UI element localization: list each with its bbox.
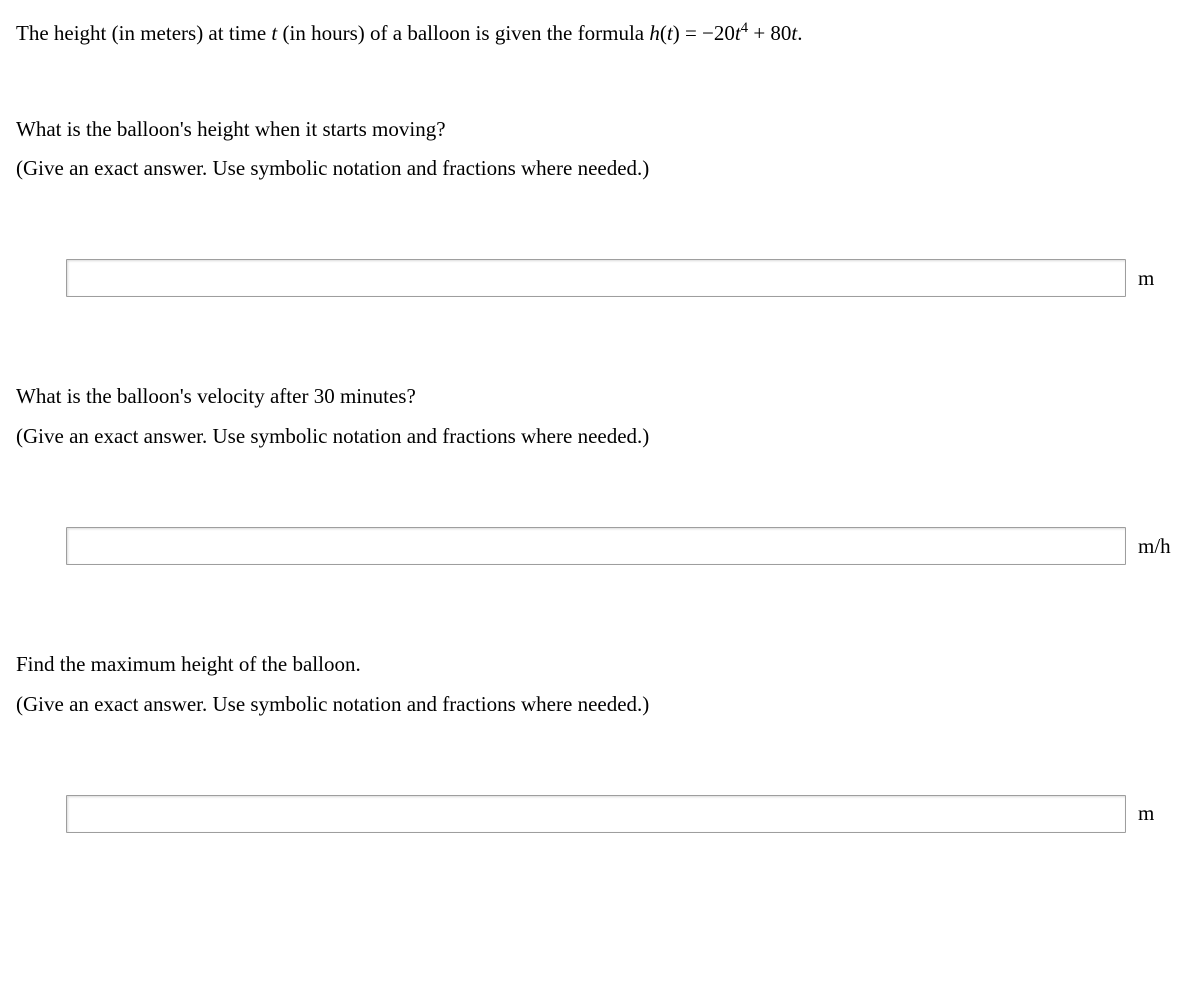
answer-row-2: m/h [16,527,1184,565]
problem-intro: The height (in meters) at time t (in hou… [16,18,1184,50]
question-2-text: What is the balloon's velocity after 30 … [16,377,1184,457]
intro-exp: 4 [741,20,748,36]
question-1: What is the balloon's height when it sta… [16,110,1184,298]
answer-input-3[interactable] [66,795,1126,833]
answer-input-2[interactable] [66,527,1126,565]
question-1-line1: What is the balloon's height when it sta… [16,110,1184,150]
question-2: What is the balloon's velocity after 30 … [16,377,1184,565]
intro-mid: (in hours) of a balloon is given the for… [277,21,649,45]
question-2-line2: (Give an exact answer. Use symbolic nota… [16,417,1184,457]
unit-label-1: m [1138,266,1154,291]
intro-period: . [797,21,802,45]
question-2-line1: What is the balloon's velocity after 30 … [16,377,1184,417]
question-1-text: What is the balloon's height when it sta… [16,110,1184,190]
question-3-text: Find the maximum height of the balloon. … [16,645,1184,725]
question-1-line2: (Give an exact answer. Use symbolic nota… [16,149,1184,189]
question-3-line1: Find the maximum height of the balloon. [16,645,1184,685]
unit-label-3: m [1138,801,1154,826]
question-3-line2: (Give an exact answer. Use symbolic nota… [16,685,1184,725]
intro-plus: + 80 [748,21,791,45]
answer-row-1: m [16,259,1184,297]
intro-funcname: h [649,21,660,45]
question-3: Find the maximum height of the balloon. … [16,645,1184,833]
unit-label-2: m/h [1138,534,1171,559]
intro-prefix: The height (in meters) at time [16,21,271,45]
intro-funcclose: ) = −20 [673,21,735,45]
answer-row-3: m [16,795,1184,833]
answer-input-1[interactable] [66,259,1126,297]
intro-funcopen: ( [660,21,667,45]
